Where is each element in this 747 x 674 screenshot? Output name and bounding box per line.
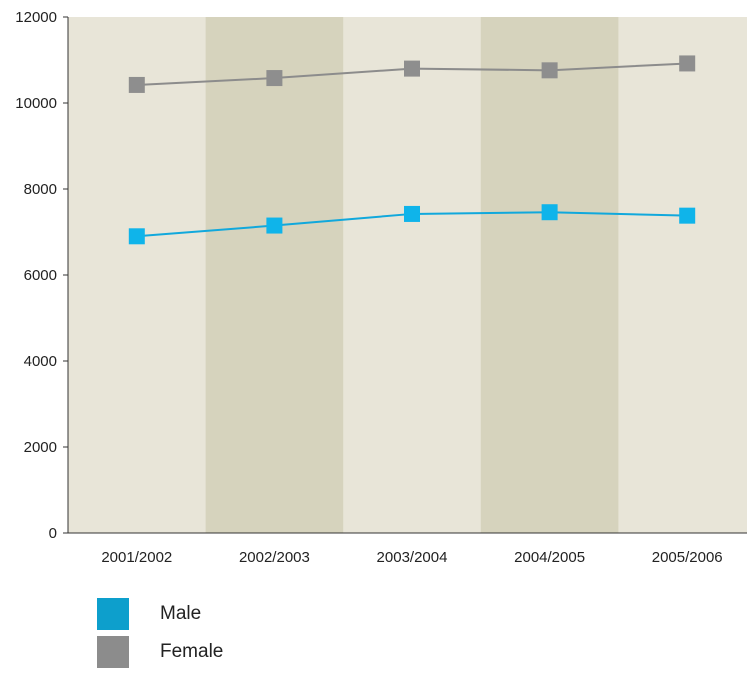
y-tick-label: 10000 xyxy=(15,95,57,112)
legend-item-male: Male xyxy=(97,598,223,630)
legend-item-female: Female xyxy=(97,636,223,668)
data-point-female xyxy=(404,60,420,77)
y-tick-label: 0 xyxy=(49,525,57,542)
data-point-male xyxy=(128,228,145,245)
y-tick-label: 12000 xyxy=(15,9,57,26)
x-axis-ticks: 2001/2002 2002/2003 2003/2004 2004/2005 2005… xyxy=(101,549,722,566)
legend: Male Female xyxy=(97,598,223,674)
x-tick-label: 2001/2002 xyxy=(101,549,172,566)
background-band xyxy=(68,17,207,533)
data-point-female xyxy=(266,70,283,87)
legend-label-female: Female xyxy=(160,641,224,662)
background-band xyxy=(343,17,482,533)
data-point-male xyxy=(266,217,283,234)
x-tick-label: 2004/2005 xyxy=(514,549,585,566)
y-tick-label: 8000 xyxy=(24,181,57,198)
x-tick-label: 2002/2003 xyxy=(239,549,310,566)
background-band xyxy=(618,17,747,533)
y-tick-label: 6000 xyxy=(24,267,57,284)
data-point-female xyxy=(679,55,696,72)
data-point-male xyxy=(679,207,696,224)
data-point-female xyxy=(541,62,558,79)
legend-swatch-female xyxy=(97,636,129,668)
series-markers xyxy=(128,55,696,245)
background-band xyxy=(480,17,619,533)
data-point-male xyxy=(404,205,420,222)
legend-label-male: Male xyxy=(160,603,202,624)
y-axis-ticks: 0 2000 4000 6000 8000 10000 12000 xyxy=(15,9,68,542)
x-tick-label: 2003/2004 xyxy=(377,549,448,566)
background-bands xyxy=(68,17,747,533)
background-band xyxy=(205,17,344,533)
legend-swatch-male xyxy=(97,598,129,630)
data-point-female xyxy=(128,76,145,93)
y-tick-label: 2000 xyxy=(24,439,57,456)
x-tick-label: 2005/2006 xyxy=(652,549,723,566)
y-tick-label: 4000 xyxy=(24,353,57,370)
data-point-male xyxy=(541,204,558,221)
